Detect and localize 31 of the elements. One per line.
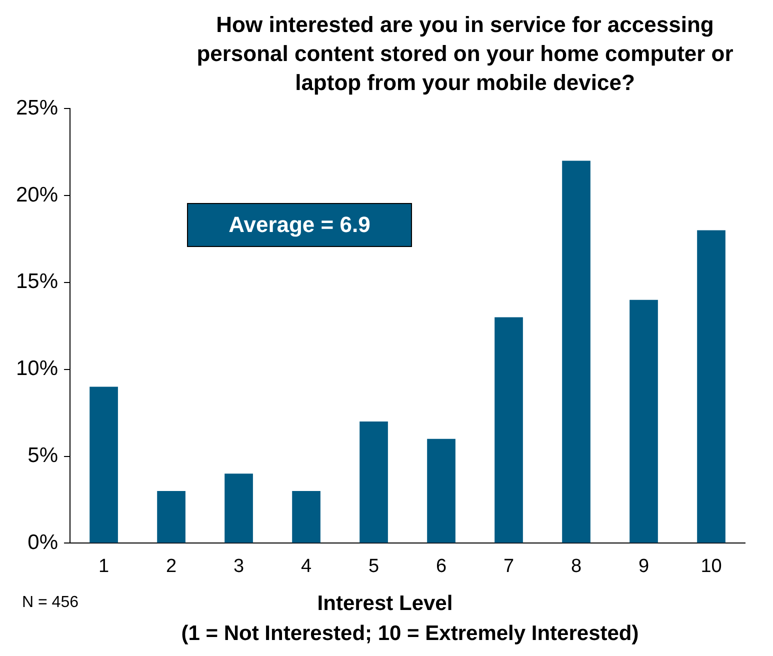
x-tick-label: 8	[570, 556, 582, 577]
bar	[697, 230, 726, 543]
y-tick-label: 20%	[16, 183, 58, 206]
x-tick-label: 1	[98, 556, 110, 577]
bar	[360, 422, 388, 543]
bar	[494, 317, 523, 543]
bar	[224, 474, 253, 543]
chart-title: How interested are you in service for accessing personal content stored on your home computer or laptop from your mobile device?	[196, 11, 734, 97]
x-tick-label: 10	[700, 556, 722, 577]
y-tick-label: 5%	[28, 444, 58, 468]
bar	[427, 438, 456, 543]
x-axis-title: Interest Level	[316, 592, 454, 616]
x-tick-label: 6	[436, 556, 447, 577]
y-tick-label: 25%	[16, 96, 58, 120]
text: (1 = Not Interested; 10 = Extremely Interested)	[180, 622, 640, 646]
x-tick-label: 3	[233, 556, 244, 577]
y-tick-label: 0%	[28, 530, 58, 554]
x-tick-label: 7	[503, 556, 514, 577]
bar	[562, 160, 590, 543]
bar	[630, 300, 658, 543]
bar	[157, 491, 186, 543]
y-tick-label: 10%	[16, 357, 58, 380]
text-box: Average = 6.9	[187, 203, 412, 247]
text: N = 456	[22, 594, 78, 612]
y-tick-label: 15%	[16, 270, 58, 294]
bar	[90, 386, 118, 543]
bar	[292, 491, 320, 543]
x-tick-label: 9	[638, 556, 650, 577]
x-tick-label: 4	[300, 556, 312, 577]
x-tick-label: 5	[368, 556, 380, 577]
x-tick-label: 2	[166, 556, 177, 577]
